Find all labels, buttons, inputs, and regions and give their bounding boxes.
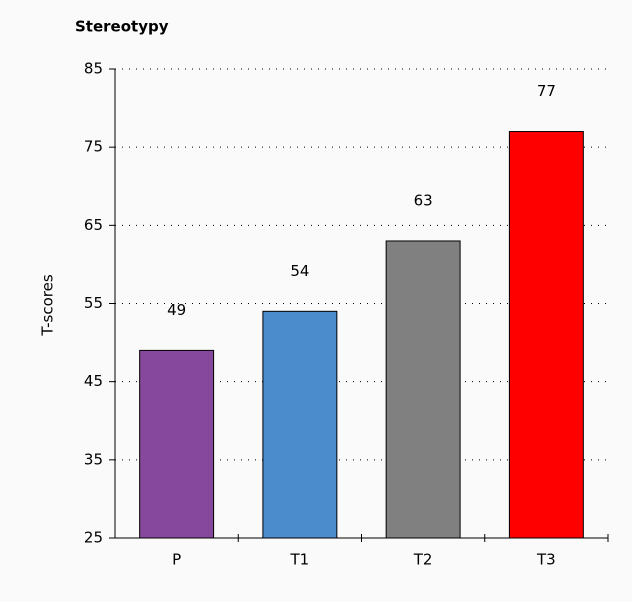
data-label: 49 (167, 301, 186, 319)
y-axis-label: T-scores (39, 274, 57, 337)
y-tick-label: 75 (84, 138, 103, 156)
bar (139, 349, 215, 539)
bar (385, 240, 461, 539)
x-tick-label: P (172, 551, 181, 569)
y-tick-label: 35 (84, 450, 103, 468)
y-tick-label: 45 (84, 372, 103, 390)
y-tick-label: 25 (84, 529, 103, 547)
data-label: 63 (414, 191, 433, 209)
y-tick-label: 65 (84, 216, 103, 234)
data-label: 77 (537, 82, 556, 100)
bar (508, 131, 584, 539)
x-tick-label: T3 (536, 551, 556, 569)
x-tick-label: T1 (290, 551, 310, 569)
bar (262, 310, 338, 539)
y-tick-label: 85 (84, 60, 103, 78)
chart-title: Stereotypy (75, 18, 169, 36)
x-tick-label: T2 (413, 551, 433, 569)
data-label: 54 (290, 262, 309, 280)
y-tick-label: 55 (84, 294, 103, 312)
